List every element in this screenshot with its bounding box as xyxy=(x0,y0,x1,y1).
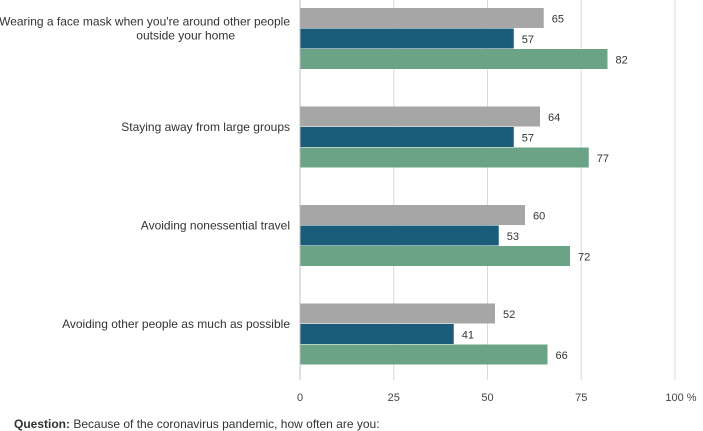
category-label-2-line-1: Staying away from large groups xyxy=(121,120,290,134)
category-label-3: Avoiding nonessential travel xyxy=(141,219,290,233)
data-label-4-series-1: 52 xyxy=(503,309,515,321)
data-label-2-series-1: 64 xyxy=(548,112,560,124)
bar-1-series-2 xyxy=(300,28,514,49)
data-label-1-series-2: 57 xyxy=(522,34,534,46)
category-label-4: Avoiding other people as much as possibl… xyxy=(62,317,290,331)
bar-3-series-3 xyxy=(300,246,570,266)
category-label-1: Wearing a face mask when you're around o… xyxy=(0,15,290,43)
x-tick-label-100: 100 % xyxy=(665,392,696,404)
bar-4-series-2 xyxy=(300,324,454,344)
category-label-1-line-1: Wearing a face mask when you're around o… xyxy=(0,15,290,29)
data-label-2-series-2: 57 xyxy=(522,132,534,144)
x-tick-label-50: 50 xyxy=(481,392,493,404)
data-label-2-series-3: 77 xyxy=(597,153,609,165)
data-label-1-series-1: 65 xyxy=(552,13,564,25)
data-label-4-series-2: 41 xyxy=(462,329,474,341)
x-tick-label-0: 0 xyxy=(297,392,303,404)
data-label-3-series-1: 60 xyxy=(533,210,545,222)
bar-3-series-1 xyxy=(300,205,525,225)
question-footnote: Question: Because of the coronavirus pan… xyxy=(14,417,380,431)
category-label-1-line-2: outside your home xyxy=(136,29,235,43)
category-label-2: Staying away from large groups xyxy=(121,120,290,134)
x-tick-label-25: 25 xyxy=(388,392,400,404)
category-label-3-line-1: Avoiding nonessential travel xyxy=(141,219,290,233)
bar-1-series-1 xyxy=(300,8,544,28)
data-label-1-series-3: 82 xyxy=(616,54,628,66)
data-label-3-series-3: 72 xyxy=(578,251,590,263)
bar-3-series-2 xyxy=(300,225,499,246)
bar-2-series-3 xyxy=(300,147,589,168)
bar-1-series-3 xyxy=(300,49,608,69)
bar-2-series-1 xyxy=(300,106,540,127)
question-label: Question: xyxy=(14,417,70,431)
data-label-4-series-3: 66 xyxy=(556,350,568,362)
bar-4-series-3 xyxy=(300,344,548,365)
x-tick-label-75: 75 xyxy=(575,392,587,404)
bar-4-series-1 xyxy=(300,303,495,324)
question-text: Because of the coronavirus pandemic, how… xyxy=(73,417,380,431)
category-label-4-line-1: Avoiding other people as much as possibl… xyxy=(62,317,290,331)
bar-2-series-2 xyxy=(300,127,514,147)
data-label-3-series-2: 53 xyxy=(507,231,519,243)
